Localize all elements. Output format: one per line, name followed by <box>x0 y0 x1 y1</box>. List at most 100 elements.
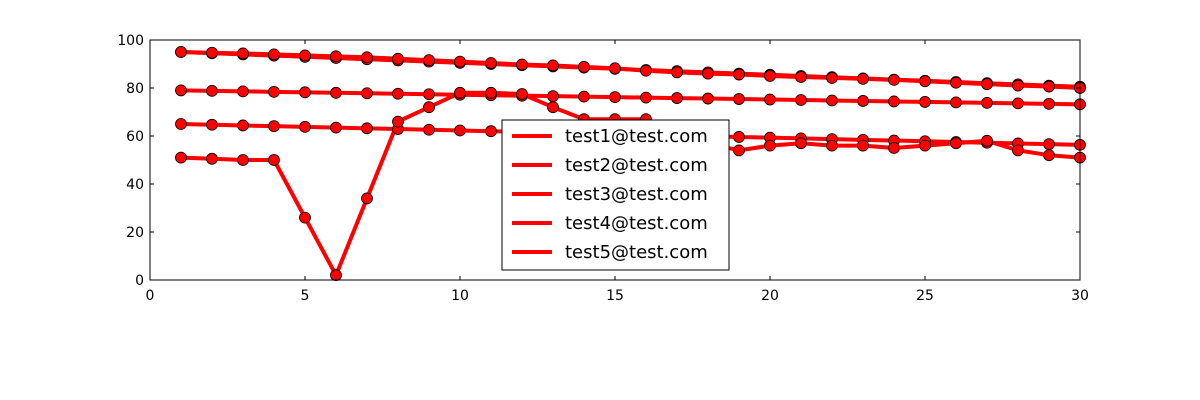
data-point <box>764 70 776 82</box>
data-point <box>888 95 900 108</box>
data-point <box>299 86 311 99</box>
axis-ticks-layer: 0 5 10 15 20 25 30 0 20 40 60 80 100 <box>117 33 1089 304</box>
data-point <box>392 87 404 100</box>
data-point <box>981 96 993 109</box>
data-point <box>547 101 559 114</box>
y-tick-label: 20 <box>126 225 144 241</box>
x-tick-label: 5 <box>301 288 310 304</box>
data-point <box>454 55 466 68</box>
data-point <box>361 87 373 100</box>
data-point <box>1012 97 1024 110</box>
data-point <box>733 93 745 105</box>
data-point <box>1043 138 1055 151</box>
x-tick-label: 0 <box>146 288 155 304</box>
data-point <box>702 92 714 105</box>
data-point <box>950 76 962 89</box>
data-point <box>857 95 869 107</box>
data-point <box>423 101 435 114</box>
data-point <box>671 92 683 104</box>
y-tick-label: 0 <box>135 273 144 289</box>
legend-entry-label: test1@test.com <box>565 126 708 147</box>
data-point <box>1043 149 1055 162</box>
data-point <box>888 142 900 154</box>
data-point <box>609 91 621 104</box>
data-point <box>361 51 373 64</box>
data-point <box>485 125 497 138</box>
y-tick-label: 80 <box>126 81 144 97</box>
data-point <box>237 119 249 132</box>
data-point <box>268 154 280 166</box>
y-tick-label: 40 <box>126 177 144 193</box>
data-point <box>299 120 311 133</box>
data-point <box>516 88 528 100</box>
data-point <box>764 93 776 106</box>
data-point <box>268 120 280 133</box>
data-point <box>392 115 404 128</box>
data-point <box>888 73 900 86</box>
data-point <box>454 86 466 99</box>
data-point <box>361 122 373 135</box>
data-point <box>1043 80 1055 93</box>
data-point <box>547 59 559 72</box>
data-point <box>330 121 342 134</box>
data-point <box>206 46 218 59</box>
data-point <box>175 84 187 97</box>
data-point <box>640 64 652 77</box>
data-point <box>361 192 373 205</box>
data-point <box>950 137 962 150</box>
data-point <box>795 94 807 106</box>
data-point <box>609 62 621 75</box>
data-point <box>826 94 838 107</box>
data-point <box>950 96 962 109</box>
data-point <box>1012 144 1024 157</box>
data-point <box>237 154 249 166</box>
data-point <box>485 57 497 69</box>
data-point <box>857 72 869 85</box>
data-point <box>919 139 931 152</box>
legend-entry-label: test2@test.com <box>565 155 708 176</box>
data-point <box>826 139 838 152</box>
data-point <box>423 88 435 101</box>
y-tick-label: 100 <box>117 33 144 49</box>
data-point <box>919 96 931 108</box>
x-tick-label: 30 <box>1071 288 1089 304</box>
data-point <box>795 137 807 150</box>
data-point <box>206 118 218 131</box>
x-tick-label: 25 <box>916 288 934 304</box>
data-point <box>175 118 187 130</box>
data-point <box>330 86 342 99</box>
data-point <box>175 46 187 58</box>
data-point <box>423 123 435 136</box>
data-point <box>547 90 559 103</box>
data-point <box>919 75 931 88</box>
data-point <box>578 60 590 73</box>
data-point <box>268 85 280 98</box>
data-point <box>299 211 311 224</box>
data-point <box>764 139 776 152</box>
data-point <box>423 54 435 67</box>
legend-entry-label: test3@test.com <box>565 184 708 205</box>
data-point <box>640 91 652 104</box>
y-tick-label: 60 <box>126 129 144 145</box>
data-point <box>981 78 993 91</box>
data-point <box>330 269 342 282</box>
data-point <box>330 50 342 63</box>
data-point <box>299 49 311 62</box>
data-point <box>981 134 993 147</box>
x-tick-label: 15 <box>606 288 624 304</box>
data-point <box>1012 79 1024 92</box>
plot-series-layer <box>175 46 1086 282</box>
data-point <box>237 85 249 98</box>
data-point <box>826 72 838 84</box>
series-line-5 <box>180 50 1081 90</box>
data-point <box>392 52 404 65</box>
data-point <box>671 66 683 79</box>
data-point <box>268 48 280 61</box>
data-point <box>795 71 807 83</box>
x-tick-label: 20 <box>761 288 779 304</box>
data-point <box>485 86 497 99</box>
x-tick-label: 10 <box>451 288 469 304</box>
data-point <box>733 144 745 157</box>
series-line-2 <box>180 88 1081 107</box>
